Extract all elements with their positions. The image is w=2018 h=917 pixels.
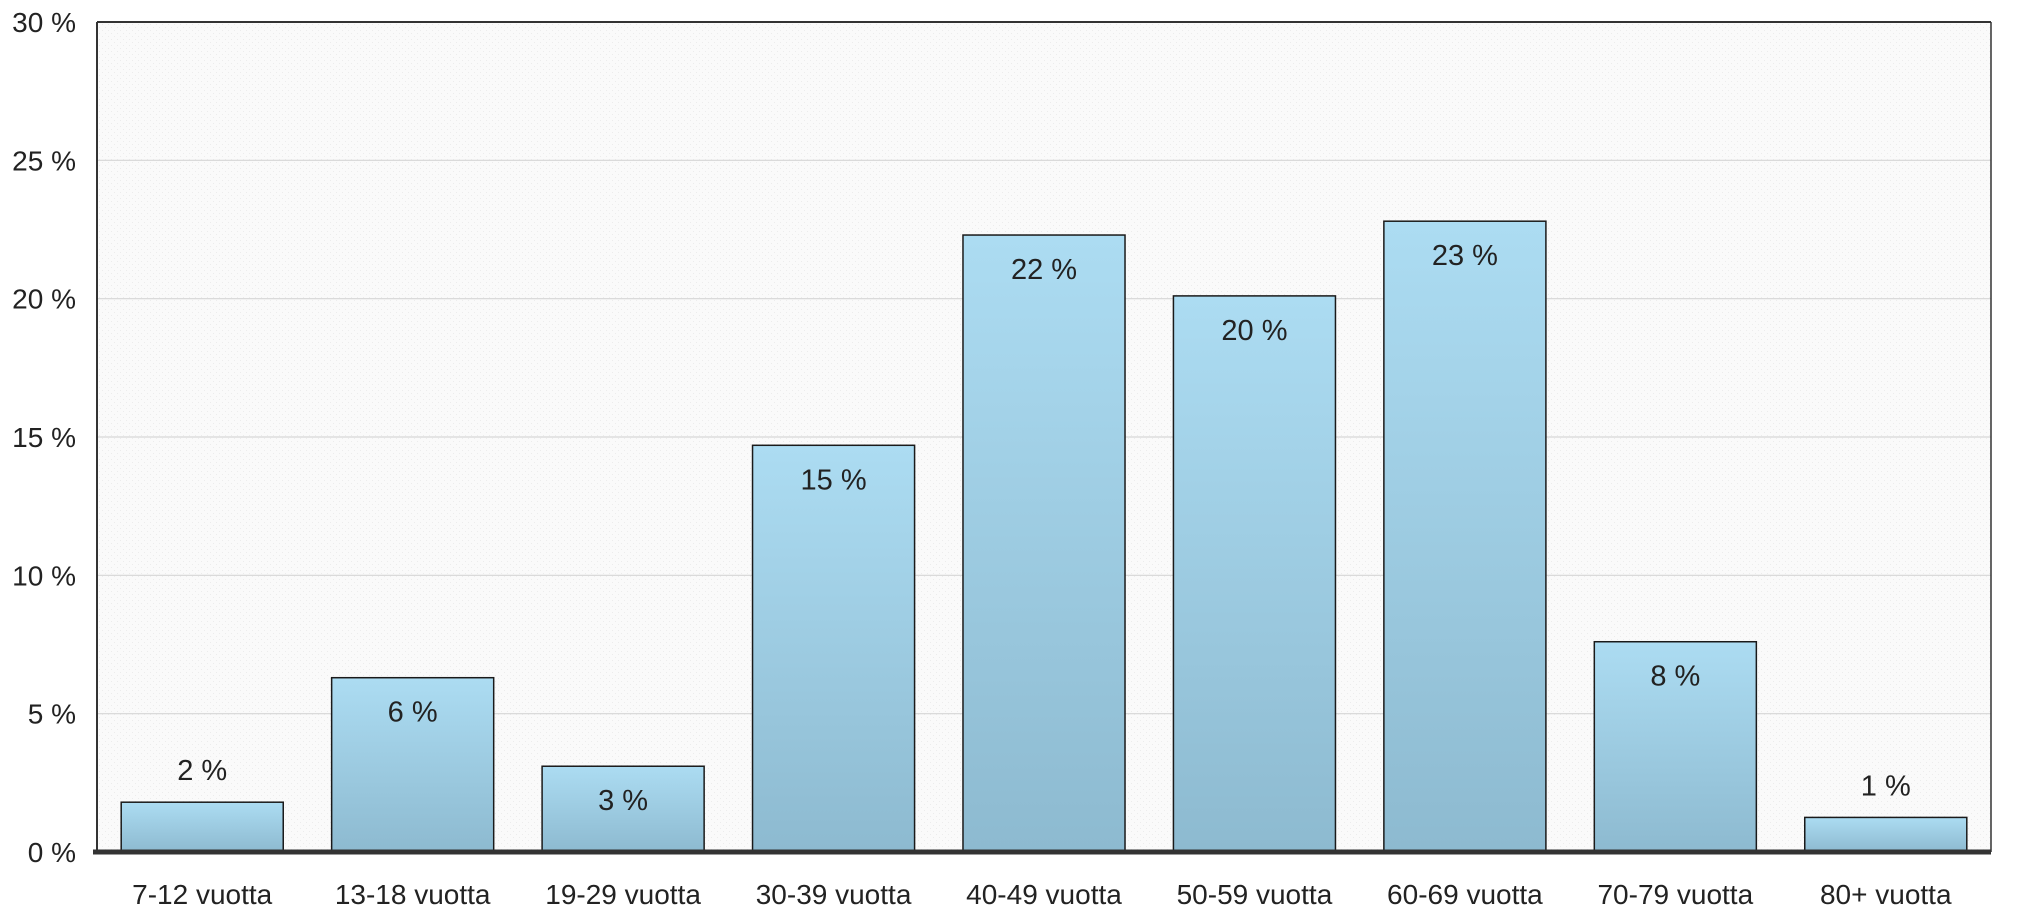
data-label: 6 % <box>388 697 438 729</box>
bar[interactable] <box>1383 220 1547 853</box>
x-tick-label: 60-69 vuotta <box>1387 879 1543 910</box>
x-tick-label: 80+ vuotta <box>1820 879 1952 910</box>
data-label: 3 % <box>598 785 648 817</box>
bar[interactable] <box>1593 640 1758 853</box>
bar[interactable] <box>330 676 495 853</box>
data-label: 22 % <box>1011 254 1077 286</box>
bar[interactable] <box>962 234 1126 853</box>
y-tick-label: 20 % <box>12 284 76 315</box>
x-tick-label: 7-12 vuotta <box>132 879 273 910</box>
data-label: 23 % <box>1432 240 1498 272</box>
y-tick-label: 15 % <box>12 422 76 453</box>
x-tick-label: 30-39 vuotta <box>756 879 912 910</box>
x-tick-label: 19-29 vuotta <box>545 879 701 910</box>
y-tick-label: 30 % <box>12 7 76 38</box>
y-tick-label: 5 % <box>28 699 76 730</box>
data-label: 20 % <box>1221 315 1287 347</box>
x-tick-label: 50-59 vuotta <box>1177 879 1333 910</box>
y-tick-label: 10 % <box>12 560 76 591</box>
bar[interactable] <box>1804 816 1968 853</box>
bar[interactable] <box>120 801 284 853</box>
y-tick-label: 25 % <box>12 145 76 176</box>
data-label: 15 % <box>801 464 867 496</box>
bar[interactable] <box>751 444 916 853</box>
x-tick-label: 40-49 vuotta <box>966 879 1122 910</box>
data-label: 1 % <box>1861 770 1911 802</box>
bar[interactable] <box>1172 295 1337 853</box>
x-tick-label: 13-18 vuotta <box>335 879 491 910</box>
data-label: 8 % <box>1650 661 1700 693</box>
data-label: 2 % <box>177 755 227 787</box>
y-tick-label: 0 % <box>28 837 76 868</box>
x-tick-label: 70-79 vuotta <box>1597 879 1753 910</box>
bar[interactable] <box>541 765 705 853</box>
